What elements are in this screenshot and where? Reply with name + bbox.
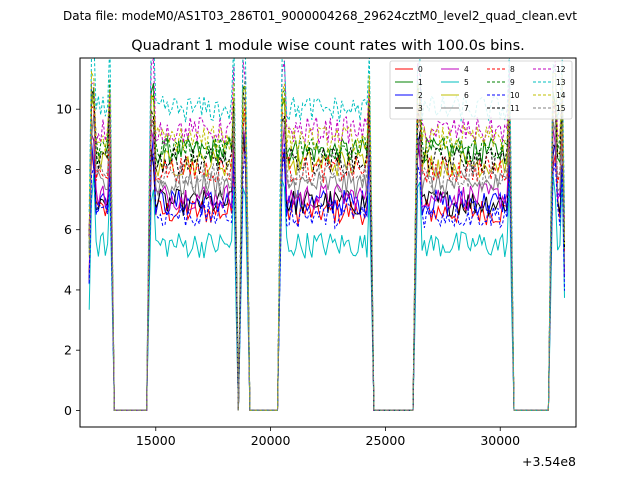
chart-title: Quadrant 1 module wise count rates with … [131,38,525,54]
plot-frame [79,57,577,428]
x-tick-label: 20000 [251,433,291,448]
series-line-15 [88,109,565,411]
series-line-4 [88,125,565,411]
legend-label-13: 13 [556,78,566,87]
y-tick-label: 4 [64,282,72,297]
legend-label-1: 1 [418,78,423,87]
y-tick-label: 0 [64,403,72,418]
y-tick-label: 8 [64,162,72,177]
series-line-11 [88,88,565,411]
series-layer [88,58,565,411]
y-tick-label: 2 [64,343,72,358]
series-line-9 [88,78,565,411]
legend-frame [389,60,573,120]
series-line-10 [88,142,565,411]
legend-label-0: 0 [418,65,423,74]
x-axis: 15000 20000 25000 30000 [136,427,520,448]
y-axis: 0 2 4 6 8 10 [56,102,80,418]
series-line-5 [88,173,565,411]
legend-label-11: 11 [510,104,520,113]
x-tick-label: 25000 [366,433,406,448]
series-line-14 [88,71,565,411]
legend-label-12: 12 [556,65,566,74]
series-line-7 [88,112,565,411]
x-offset-label: +3.54e8 [522,454,576,469]
legend-label-9: 9 [510,78,515,87]
x-tick-label: 15000 [136,433,176,448]
legend-label-5: 5 [464,78,469,87]
x-tick-label: 30000 [480,433,520,448]
legend-label-7: 7 [464,104,469,113]
series-line-6 [88,93,565,411]
series-line-8 [88,100,565,411]
legend-label-2: 2 [418,91,423,100]
legend-label-10: 10 [510,91,520,100]
legend-label-14: 14 [556,91,566,100]
legend-label-15: 15 [556,104,566,113]
legend-label-3: 3 [418,104,423,113]
y-tick-label: 6 [64,222,72,237]
suptitle: Data file: modeM0/AS1T03_286T01_90000042… [63,9,577,23]
legend-label-6: 6 [464,91,469,100]
legend-label-8: 8 [510,65,515,74]
y-tick-label: 10 [56,102,72,117]
legend-label-4: 4 [464,65,469,74]
